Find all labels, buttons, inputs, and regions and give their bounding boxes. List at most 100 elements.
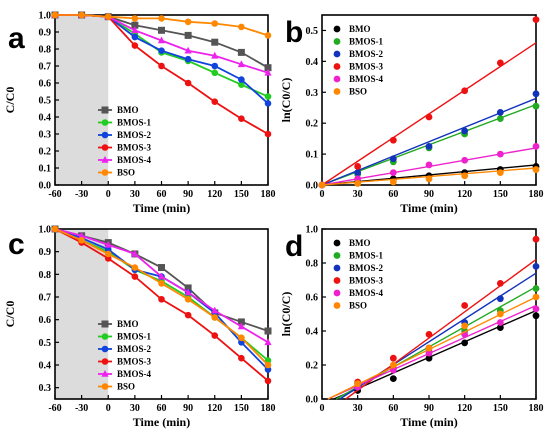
chart-panel-b: 0 30 60 90 120 150 180 0.0 0.1 0.2 0.3 0.4 0.5 Time (… [279,14,544,215]
fit-line [345,259,537,400]
legend-label: BMOS-2 [117,344,152,354]
data-point [264,100,272,107]
data-point [425,354,433,362]
data-point [425,175,433,183]
data-point [78,237,85,244]
x-tick-label: 30 [130,189,140,200]
data-point [158,264,165,272]
data-point [158,62,165,70]
y-tick-label: 0.6 [39,79,52,90]
panel-letter: b [285,16,303,49]
x-tick-label: 150 [234,189,249,200]
series-BMOS-4 [51,225,272,346]
legend-label: BMOS-1 [117,332,152,342]
x-tick-label: 90 [424,403,434,414]
legend-label: BMO [117,319,139,329]
data-point [354,180,362,187]
legend-marker [101,383,109,390]
legend-marker [101,345,109,353]
data-point [211,62,219,70]
legend: BMO BMOS-1 BMOS-2 BMOS-3 BMOS-4 BSO [98,105,152,178]
data-point [532,285,540,292]
x-tick-label: -60 [48,403,61,414]
y-axis-title: ln(C0/C) [279,292,293,337]
data-point [496,169,504,177]
legend-marker [333,252,341,259]
y-tick-label: 0.5 [39,96,52,107]
legend-marker [101,169,109,176]
data-point [532,142,540,150]
y-tick-label: 0.3 [39,383,52,394]
series-BSO [318,166,540,189]
y-tick-label: 0.1 [39,164,52,175]
data-point [264,366,272,373]
x-tick-label: 120 [457,403,472,414]
data-point [211,38,219,46]
x-tick-label: 180 [261,403,276,414]
data-point [104,240,112,248]
data-point [158,26,165,34]
data-point [211,306,219,314]
y-tick-label: 0.4 [306,57,319,68]
x-tick-label: 0 [320,403,325,414]
chart-panel-c: -60 -30 0 30 60 90 120 150 180 0.3 0.4 0.5 0.6 0.7 0.8… [3,225,276,430]
y-tick-label: 0.9 [39,247,52,258]
legend-marker [333,239,341,247]
data-point [496,324,504,331]
data-point [425,344,433,352]
legend-marker [101,156,109,163]
data-point [184,79,192,87]
x-tick-label: -30 [75,403,88,414]
data-point [104,255,112,262]
legend-label: BSO [349,301,367,311]
y-tick-label: 0.6 [39,315,52,326]
data-point [264,93,272,100]
legend-marker [333,277,341,284]
y-tick-label: 1.0 [39,11,52,22]
data-point [238,334,245,342]
legend-label: BMOS-4 [117,155,152,165]
data-point [461,156,469,164]
data-point [184,288,192,296]
data-point [184,295,192,303]
x-tick-label: 60 [157,189,167,200]
data-point [211,51,219,59]
y-tick-label: 0.1 [306,150,319,161]
data-point [211,98,219,105]
data-point [78,231,86,239]
data-point [496,280,504,287]
y-tick-label: 0.2 [306,361,319,372]
x-axis-title: Time (min) [400,415,457,429]
y-tick-label: 0.2 [39,147,52,158]
legend-label: BSO [117,382,135,392]
series-BMOS-4 [327,304,540,400]
x-tick-label: -60 [48,189,61,200]
y-axis-title: C/C0 [3,301,17,328]
data-point [532,235,540,243]
data-point [496,295,504,303]
data-point [264,32,272,39]
data-point [131,273,139,280]
y-tick-label: 0.6 [306,293,319,304]
y-tick-label: 1.0 [39,225,52,236]
data-point [237,60,245,68]
fit-line [321,97,537,186]
legend-label: BMOS-2 [117,130,152,140]
data-point [496,108,504,116]
series-BSO [51,225,272,369]
data-point [389,169,397,177]
legend-marker [101,358,109,365]
data-point [496,310,504,318]
data-point [211,332,219,339]
data-point [318,181,326,189]
y-tick-label: 0.7 [39,62,52,73]
legend-label: BMOS-1 [349,37,384,47]
data-point [78,11,85,19]
data-point [264,327,272,335]
y-tick-label: 0.5 [306,26,319,37]
x-tick-label: 0 [106,403,111,414]
data-point [131,249,139,257]
legend-marker [101,320,109,328]
data-point [532,305,540,313]
